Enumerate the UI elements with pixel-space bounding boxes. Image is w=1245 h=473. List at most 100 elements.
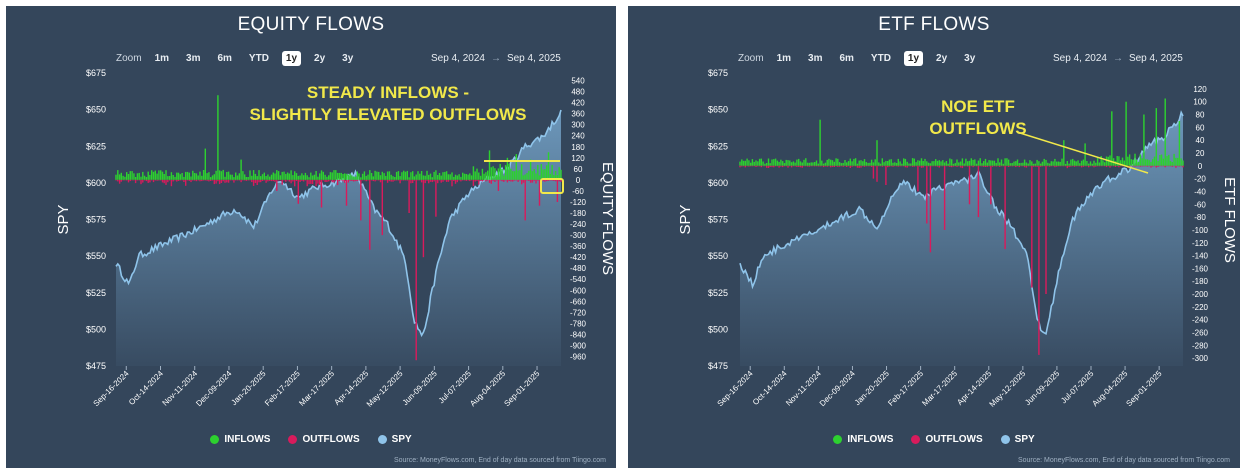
inflow-bar	[134, 177, 137, 180]
inflow-bar	[440, 175, 442, 180]
outflow-bar	[865, 165, 868, 167]
inflow-bar	[805, 158, 807, 166]
inflow-bar	[997, 158, 999, 166]
date-range-end[interactable]: Sep 4, 2025	[506, 53, 561, 64]
flow-tick-label: 240	[571, 132, 585, 141]
zoom-3m-button[interactable]: 3m	[186, 53, 201, 64]
flow-tick-label: 20	[1196, 149, 1205, 158]
zoom-6m-button[interactable]: 6m	[839, 53, 854, 64]
inflow-bar	[753, 161, 755, 166]
inflow-bar	[256, 176, 258, 180]
outflow-bar	[1050, 165, 1053, 167]
inflow-bar	[972, 159, 974, 166]
inflow-bar	[963, 163, 965, 166]
inflow-bar	[863, 159, 866, 166]
outflow-bar	[979, 165, 981, 167]
legend-outflows-label: OUTFLOWS	[925, 434, 983, 445]
zoom-1y-button[interactable]: 1y	[281, 51, 302, 66]
legend-outflows[interactable]: OUTFLOWS	[288, 434, 360, 445]
inflow-bar	[1070, 159, 1072, 166]
inflow-bar	[224, 176, 226, 180]
inflow-bar	[1022, 162, 1024, 166]
zoom-3m-button[interactable]: 3m	[808, 53, 823, 64]
legend-spy[interactable]: SPY	[1000, 434, 1035, 445]
legend-inflows-label: INFLOWS	[847, 434, 894, 445]
inflow-bar	[910, 163, 912, 166]
inflow-bar	[1059, 161, 1061, 166]
zoom-2y-button[interactable]: 2y	[314, 53, 326, 64]
outflow-bar	[844, 165, 846, 167]
legend-spy[interactable]: SPY	[377, 434, 412, 445]
outflow-bar	[1043, 165, 1045, 167]
inflow-bar	[426, 170, 428, 180]
inflow-bar	[395, 171, 398, 180]
inflow-bar	[372, 176, 375, 180]
inflow-bar	[379, 175, 382, 180]
outflow-bar	[945, 165, 948, 167]
outflow-bar	[1066, 165, 1069, 169]
inflow-bar	[767, 158, 770, 166]
outflow-bar	[537, 179, 539, 181]
outflow-bar	[744, 165, 747, 168]
outflow-bar	[1143, 165, 1145, 167]
zoom-2y-button[interactable]: 2y	[936, 53, 948, 64]
outflow-bar	[195, 179, 198, 182]
outflow-bar	[991, 165, 994, 167]
inflow-bar	[773, 159, 775, 166]
outflow-bar	[478, 179, 480, 185]
outflow-bar	[837, 165, 839, 167]
outflow-bar	[947, 165, 949, 167]
outflow-bar	[974, 165, 976, 167]
x-tick-label: Sep-16-2024	[92, 369, 131, 408]
zoom-ytd-button[interactable]: YTD	[248, 53, 269, 64]
inflow-bar	[274, 173, 276, 180]
flow-tick-label: -240	[570, 220, 587, 229]
inflow-bar	[177, 172, 180, 180]
outflow-bar	[363, 179, 366, 181]
inflow-bar	[435, 170, 437, 180]
outflow-bar	[317, 179, 319, 184]
date-range-start[interactable]: Sep 4, 2024	[1053, 53, 1107, 64]
outflow-bar	[904, 165, 907, 168]
outflow-bar	[1136, 165, 1138, 167]
zoom-3y-button[interactable]: 3y	[964, 53, 976, 64]
outflow-bar	[794, 165, 796, 167]
inflow-bar	[188, 172, 191, 180]
inflow-bar	[974, 159, 976, 166]
outflow-bar	[943, 165, 946, 230]
outflow-bar	[963, 165, 965, 167]
zoom-bar: Zoom 1m 3m 6m YTD 1y 2y 3y	[116, 51, 357, 66]
legend-inflows[interactable]: INFLOWS	[833, 434, 893, 445]
outflow-bar	[272, 179, 275, 182]
zoom-6m-button[interactable]: 6m	[217, 53, 232, 64]
zoom-ytd-button[interactable]: YTD	[870, 53, 891, 64]
inflow-bar	[281, 171, 283, 180]
date-range-start[interactable]: Sep 4, 2024	[431, 53, 485, 64]
zoom-3y-button[interactable]: 3y	[342, 53, 354, 64]
flow-tick-label: -720	[570, 308, 587, 317]
inflow-bar	[360, 177, 362, 180]
inflow-bar	[310, 172, 312, 180]
legend-outflows[interactable]: OUTFLOWS	[911, 434, 983, 445]
date-range-end[interactable]: Sep 4, 2025	[1128, 53, 1183, 64]
inflow-bar	[474, 171, 476, 180]
legend-inflows[interactable]: INFLOWS	[210, 434, 270, 445]
date-range[interactable]: Sep 4, 2024 → Sep 4, 2025	[1053, 53, 1183, 64]
outflow-bar	[1080, 165, 1083, 168]
inflow-bar	[1020, 162, 1022, 166]
outflow-bar	[750, 165, 752, 167]
zoom-1y-button[interactable]: 1y	[903, 51, 924, 66]
inflow-bar	[938, 160, 941, 166]
zoom-1m-button[interactable]: 1m	[776, 53, 792, 64]
inflow-bar	[492, 166, 494, 180]
inflow-bar	[814, 162, 816, 166]
date-range[interactable]: Sep 4, 2024 → Sep 4, 2025	[431, 53, 561, 64]
outflow-bar	[508, 179, 510, 181]
outflow-bar	[828, 165, 830, 167]
inflow-bar	[824, 162, 827, 166]
outflow-bar	[201, 179, 203, 182]
zoom-1m-button[interactable]: 1m	[154, 53, 170, 64]
outflow-bar	[1121, 165, 1124, 167]
inflow-bar	[356, 171, 359, 180]
inflow-bar	[999, 162, 1001, 166]
